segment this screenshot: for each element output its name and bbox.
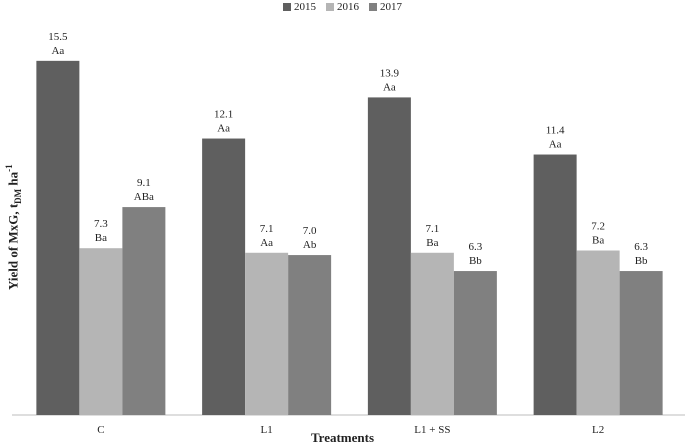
data-label-letters: Bb (635, 255, 648, 267)
bar-2016-l1ss (410, 252, 454, 415)
data-label-value: 7.3 (94, 218, 108, 230)
data-label-value: 6.3 (469, 241, 483, 253)
data-label-value: 7.1 (426, 223, 440, 235)
data-label-value: 7.1 (260, 223, 274, 235)
y-axis-label: Yield of MxG, tDM ha-1 (4, 163, 23, 290)
data-label-letters: Ba (95, 232, 107, 244)
bar-2016-l1 (245, 252, 289, 415)
bar-2017-l1 (288, 255, 332, 415)
data-label-value: 6.3 (634, 241, 648, 253)
bar-2015-l1ss (367, 97, 411, 415)
bar-2017-l2 (619, 271, 663, 415)
x-tick-label: L2 (592, 424, 604, 436)
data-label-value: 13.9 (380, 67, 400, 79)
data-label-value: 7.2 (591, 220, 605, 232)
bar-2017-c (122, 207, 166, 415)
legend-item-2015: 2015 (283, 0, 316, 14)
data-label-value: 7.0 (303, 225, 317, 237)
x-tick-label: L1 + SS (414, 424, 450, 436)
legend-label: 2015 (294, 1, 316, 13)
data-label-value: 15.5 (48, 31, 68, 43)
data-label-value: 9.1 (137, 177, 151, 189)
data-label-letters: ABa (134, 191, 154, 203)
data-label-letters: Aa (383, 81, 396, 93)
legend-swatch (369, 3, 377, 11)
legend: 2015 2016 2017 (0, 0, 685, 14)
data-label-letters: Ba (592, 234, 604, 246)
data-label-letters: Aa (217, 123, 230, 135)
legend-swatch (283, 3, 291, 11)
data-label-letters: Aa (549, 139, 562, 151)
data-label-letters: Aa (51, 45, 64, 57)
legend-label: 2017 (380, 1, 402, 13)
legend-label: 2016 (337, 1, 359, 13)
legend-swatch (326, 3, 334, 11)
data-label-letters: Bb (469, 255, 482, 267)
bar-2015-l1 (202, 138, 246, 416)
bar-2015-c (36, 60, 80, 416)
data-label-letters: Aa (260, 237, 273, 249)
data-label-value: 12.1 (214, 109, 233, 121)
legend-item-2016: 2016 (326, 0, 359, 14)
data-label-value: 11.4 (546, 125, 565, 137)
bar-2017-l1ss (453, 271, 497, 415)
x-tick-label: L1 (261, 424, 273, 436)
bar-2016-l2 (576, 250, 620, 415)
data-label-letters: Ab (303, 239, 317, 251)
x-axis-label: Treatments (310, 430, 375, 445)
data-label-letters: Ba (426, 237, 438, 249)
bar-2015-l2 (533, 154, 577, 415)
x-tick-label: C (97, 424, 104, 436)
legend-item-2017: 2017 (369, 0, 402, 14)
bar-2016-c (79, 248, 123, 415)
